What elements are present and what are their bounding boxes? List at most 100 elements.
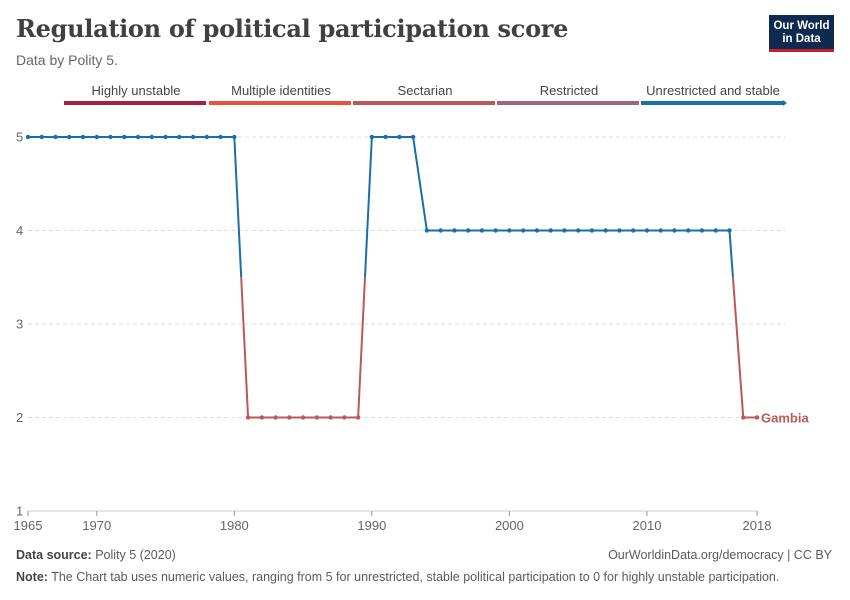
x-tick-label-1965: 1965 (14, 518, 43, 533)
data-source-label: Data source: (16, 548, 92, 562)
data-point-1979[interactable] (218, 134, 223, 140)
data-point-2017[interactable] (741, 415, 746, 420)
y-tick-label-5: 5 (16, 130, 23, 145)
legend-label-restricted: Restricted (539, 83, 599, 98)
line-segment (363, 136, 373, 278)
legend-bar-4 (641, 101, 783, 105)
grid-lines (28, 136, 785, 512)
data-point-1978[interactable] (204, 134, 210, 140)
data-point-2000[interactable] (507, 228, 512, 233)
data-point-1985[interactable] (300, 415, 306, 420)
chart-title: Regulation of political participation sc… (16, 14, 569, 43)
data-point-1968[interactable] (67, 134, 72, 140)
line-segment (233, 136, 243, 278)
y-tick-label-4: 4 (16, 223, 23, 238)
data-point-2004[interactable] (562, 228, 567, 233)
data-point-2001[interactable] (520, 228, 526, 233)
legend-label-highly-unstable: Highly unstable (91, 83, 181, 98)
x-tick-label-2018: 2018 (743, 518, 772, 533)
logo-line-2: in Data (782, 33, 821, 45)
data-point-2006[interactable] (589, 228, 595, 233)
data-point-2005[interactable] (575, 228, 581, 233)
line-segment (731, 277, 745, 418)
data-point-1983[interactable] (273, 415, 278, 420)
data-point-2014[interactable] (699, 228, 705, 233)
data-point-1972[interactable] (122, 134, 127, 140)
data-point-1995[interactable] (438, 228, 443, 233)
owid-logo[interactable]: Our World in Data (769, 15, 834, 52)
x-tick-label-1970: 1970 (82, 518, 111, 533)
data-point-2015[interactable] (713, 228, 718, 233)
data-point-1989[interactable] (355, 415, 361, 420)
legend-label-unrestricted: Unrestricted and stable (646, 83, 780, 98)
chart-note: Note: The Chart tab uses numeric values,… (16, 570, 779, 584)
x-tick-label-1980: 1980 (220, 518, 249, 533)
note-text: The Chart tab uses numeric values, rangi… (51, 570, 780, 584)
data-point-2013[interactable] (686, 228, 691, 233)
data-point-1977[interactable] (190, 134, 196, 140)
data-point-2007[interactable] (603, 228, 608, 233)
line-segment (728, 230, 734, 278)
data-point-1997[interactable] (465, 228, 471, 233)
data-point-1981[interactable] (245, 415, 251, 420)
line-segment (357, 277, 366, 418)
attribution-link[interactable]: OurWorldinData.org/democracy | CC BY (608, 548, 832, 562)
data-point-1965[interactable] (25, 134, 31, 140)
legend-label-multiple-identities: Multiple identities (231, 83, 331, 98)
y-tick-label-3: 3 (16, 317, 23, 332)
data-point-2009[interactable] (631, 228, 636, 233)
data-point-2003[interactable] (548, 228, 553, 233)
data-point-1969[interactable] (80, 134, 86, 140)
legend-bar-1 (209, 101, 351, 105)
data-point-2011[interactable] (658, 228, 663, 233)
series-label-gambia[interactable]: Gambia (761, 411, 809, 426)
data-point-1988[interactable] (342, 415, 347, 420)
data-point-1996[interactable] (452, 228, 457, 233)
data-source: Data source: Polity 5 (2020) (16, 548, 176, 562)
data-point-2010[interactable] (644, 228, 650, 233)
legend-color-bars (64, 100, 787, 106)
legend-bar-2 (353, 101, 495, 105)
data-point-1975[interactable] (163, 134, 168, 140)
x-tick-label-2010: 2010 (633, 518, 662, 533)
data-point-2016[interactable] (727, 228, 732, 233)
series-group: Gambia (25, 134, 809, 426)
line-segment (412, 136, 428, 231)
data-point-1973[interactable] (135, 134, 141, 140)
data-point-1994[interactable] (424, 228, 430, 233)
data-point-2018[interactable] (754, 415, 760, 420)
y-axis-ticks: 1 2 3 4 5 (16, 130, 23, 519)
legend-arrow (783, 100, 787, 106)
data-point-1980[interactable] (232, 134, 237, 140)
data-point-1970[interactable] (94, 134, 99, 140)
legend-bar-3 (497, 101, 639, 105)
data-point-2002[interactable] (534, 228, 540, 233)
data-point-1971[interactable] (108, 134, 113, 140)
data-point-1993[interactable] (410, 134, 416, 140)
note-label: Note: (16, 570, 48, 584)
x-axis-ticks: 1965 1970 1980 1990 2000 2010 2018 (14, 511, 772, 533)
data-point-1990[interactable] (369, 134, 375, 140)
data-point-1974[interactable] (149, 134, 154, 140)
data-point-2012[interactable] (672, 228, 677, 233)
data-point-1999[interactable] (493, 228, 498, 233)
x-tick-label-2000: 2000 (495, 518, 524, 533)
data-point-1998[interactable] (479, 228, 485, 233)
data-point-1966[interactable] (39, 134, 44, 140)
chart-subtitle: Data by Polity 5. (16, 52, 118, 68)
data-point-1984[interactable] (287, 415, 292, 420)
y-tick-label-2: 2 (16, 410, 23, 425)
data-point-2008[interactable] (617, 228, 622, 233)
logo-line-1: Our World (773, 20, 830, 32)
data-point-1987[interactable] (328, 415, 333, 420)
y-tick-label-1: 1 (16, 504, 23, 519)
data-point-1976[interactable] (177, 134, 182, 140)
data-point-1967[interactable] (53, 134, 58, 140)
data-source-text[interactable]: Polity 5 (2020) (95, 548, 176, 562)
data-point-1992[interactable] (397, 134, 402, 140)
data-point-1991[interactable] (383, 134, 388, 140)
x-tick-label-1990: 1990 (357, 518, 386, 533)
data-point-1986[interactable] (314, 415, 320, 420)
data-point-1982[interactable] (259, 415, 265, 420)
